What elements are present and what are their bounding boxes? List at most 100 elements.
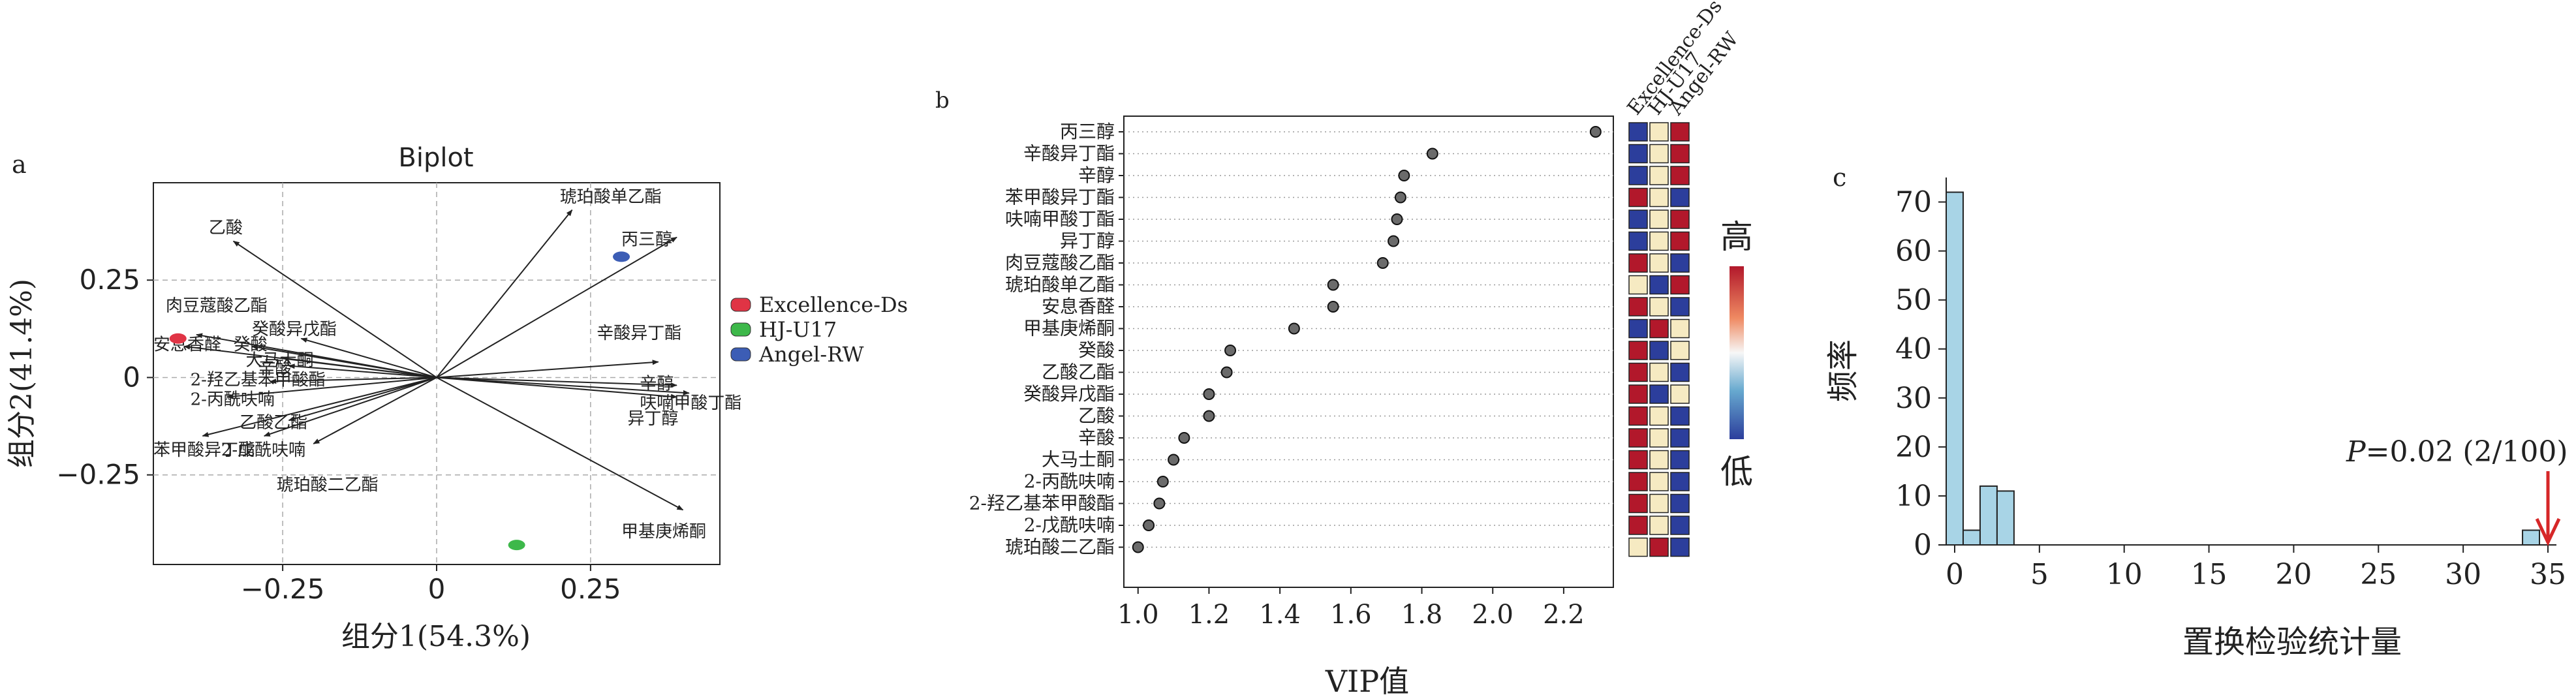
panel-a-label: a — [12, 150, 27, 179]
permutation-x-tick-label: 5 — [2030, 558, 2049, 591]
legend-label: Angel-RW — [758, 342, 864, 367]
p-value-annotation: P=0.02 (2/100) — [2346, 435, 2568, 469]
heatmap-cell — [1628, 450, 1648, 470]
loading-arrow — [436, 377, 677, 399]
vip-category-label: 安息香醛 — [1042, 296, 1115, 317]
permutation-x-tick-label: 35 — [2530, 558, 2566, 591]
permutation-y-tick-label: 10 — [1895, 480, 1932, 513]
vip-point — [1288, 322, 1300, 335]
loading-arrow — [251, 345, 437, 378]
permutation-y-tick-label: 50 — [1895, 284, 1932, 317]
biplot-y-tick-label: 0.25 — [79, 264, 140, 296]
heatmap-cell — [1649, 209, 1669, 229]
heatmap-cell — [1670, 231, 1690, 251]
heatmap-cell — [1649, 122, 1669, 142]
vip-point — [1224, 345, 1237, 356]
loading-label: 癸酸异戊酯 — [252, 320, 337, 339]
heatmap-cell — [1670, 493, 1690, 514]
colorbar-low-label: 低 — [1720, 453, 1753, 491]
permutation-bars — [1946, 191, 2541, 546]
group-point — [169, 333, 187, 344]
vip-point — [1327, 279, 1339, 291]
vip-point — [1220, 366, 1233, 378]
vip-category-label: 琥珀酸二乙酯 — [1005, 536, 1115, 558]
vip-point — [1388, 235, 1400, 247]
permutation-ticks: 0 5 10 15 20 25 30 35 0 10 20 30 40 50 60 70 — [1895, 186, 2566, 591]
heatmap-cell — [1628, 166, 1648, 185]
vip-point — [1153, 497, 1166, 510]
loading-arrow — [436, 209, 573, 378]
heatmap-cell — [1628, 187, 1648, 208]
heatmap-cell — [1649, 384, 1669, 404]
vip-x-tick-label: 1.2 — [1188, 600, 1230, 630]
loading-label: 癸酸 — [234, 335, 268, 355]
loading-arrow — [232, 240, 437, 378]
legend-swatch — [730, 347, 751, 362]
vip-category-label: 2-羟乙基苯甲酸酯 — [969, 493, 1115, 514]
heatmap-cell — [1670, 209, 1690, 229]
vip-point — [1132, 541, 1144, 553]
loading-label: 辛酸 — [258, 359, 292, 378]
permutation-x-axis-label: 置换检验统计量 — [2182, 624, 2402, 660]
biplot-ticks: −0.25 0 0.25 0.25 0 −0.25 — [56, 264, 621, 605]
heatmap-cell — [1649, 406, 1669, 426]
heatmap-cell — [1670, 253, 1690, 273]
heatmap-cell — [1649, 166, 1669, 185]
vip-category-label: 甲基庚烯酮 — [1023, 318, 1115, 339]
legend-swatch — [730, 322, 751, 337]
loading-arrow — [263, 377, 437, 437]
panel-b-vip: b 丙三醇辛酸异丁酯辛醇苯甲酸异丁酯呋喃甲酸丁酯异丁醇肉豆蔻酸乙酯琥珀酸单乙酯安… — [935, 0, 1753, 695]
heatmap-cell — [1628, 362, 1648, 382]
heatmap-cell — [1628, 472, 1648, 491]
permutation-annotation: P=0.02 (2/100) — [2346, 435, 2568, 546]
heatmap-cell — [1628, 384, 1648, 404]
panel-a-biplot: a Biplot −0.25 0 0.250.250−0.25 琥珀酸单乙酯丙三醇乙… — [5, 143, 908, 653]
loading-label: 呋喃甲酸丁酯 — [640, 394, 741, 413]
heatmap-cell — [1649, 493, 1669, 514]
colorbar — [1730, 266, 1744, 439]
heatmap-cell — [1628, 428, 1648, 448]
heatmap-cell — [1628, 275, 1648, 295]
vip-category-label: 癸酸 — [1078, 339, 1115, 361]
heatmap-cell — [1670, 384, 1690, 404]
loading-arrow — [436, 377, 684, 511]
vip-point — [1156, 476, 1169, 487]
heatmap-cell — [1649, 341, 1669, 360]
permutation-x-tick-label: 10 — [2106, 558, 2143, 591]
heatmap-cell — [1670, 406, 1690, 426]
heatmap-cell — [1649, 297, 1669, 317]
biplot-points — [169, 251, 630, 551]
permutation-y-tick-label: 20 — [1895, 431, 1932, 464]
loading-label: 2-戊酰呋喃 — [221, 440, 305, 460]
vip-point — [1143, 519, 1155, 531]
vip-heatmap — [1628, 122, 1690, 557]
vip-point — [1376, 257, 1389, 269]
heatmap-cell — [1649, 516, 1669, 535]
heatmap-cell — [1649, 275, 1669, 295]
heatmap-cell — [1670, 166, 1690, 185]
loading-arrow — [288, 363, 437, 378]
heatmap-cell — [1628, 537, 1648, 557]
heatmap-cell — [1670, 122, 1690, 142]
permutation-x-tick-label: 25 — [2360, 558, 2397, 591]
vip-category-label: 大马士酮 — [1042, 449, 1115, 471]
heatmap-cell — [1670, 450, 1690, 470]
legend-label: HJ-U17 — [759, 317, 837, 342]
heatmap-cell — [1649, 231, 1669, 251]
loading-label: 乙酸乙酯 — [240, 413, 307, 433]
loading-label: 2-羟乙基苯甲酸酯 — [191, 370, 326, 390]
heatmap-cell — [1670, 318, 1690, 339]
heatmap-cell — [1628, 516, 1648, 535]
heatmap-cell — [1649, 187, 1669, 208]
vip-category-label: 丙三醇 — [1060, 121, 1115, 142]
biplot-title: Biplot — [398, 143, 473, 173]
vip-x-tick-label: 1.0 — [1117, 600, 1159, 630]
biplot-y-axis-label: 组分2(41.4%) — [5, 279, 39, 468]
biplot-x-tick-label: −0.25 — [241, 573, 325, 605]
loading-arrow — [436, 377, 690, 395]
loading-label: 安息香醛 — [153, 335, 221, 355]
vip-category-label: 琥珀酸单乙酯 — [1005, 274, 1115, 296]
heatmap-cell — [1628, 209, 1648, 229]
